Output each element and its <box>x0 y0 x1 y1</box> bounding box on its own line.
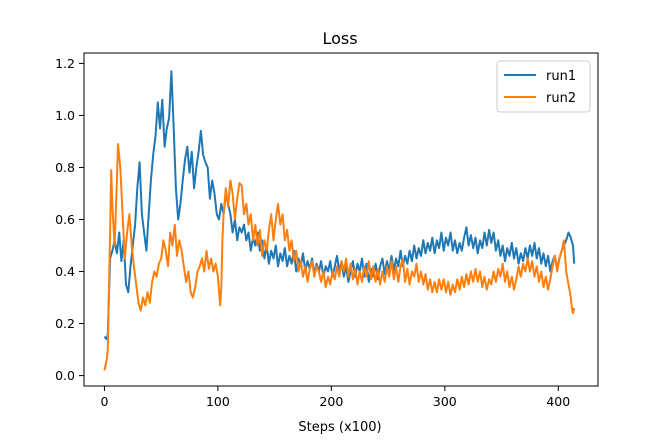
x-tick-label: 400 <box>546 394 570 409</box>
x-tick-label: 200 <box>319 394 343 409</box>
y-tick-label: 0.6 <box>55 212 75 227</box>
y-tick-label: 0.0 <box>55 368 75 383</box>
legend-frame <box>496 60 591 113</box>
y-tick-label: 0.4 <box>55 264 75 279</box>
series-line-run2 <box>103 143 576 371</box>
series-layer <box>103 70 576 371</box>
legend: run1 run2 <box>496 60 591 113</box>
x-axis: 0 100 200 300 400 <box>100 386 570 409</box>
y-tick-label: 0.8 <box>55 160 75 175</box>
y-axis: 0.0 0.2 0.4 0.6 0.8 1.0 1.2 <box>55 56 84 383</box>
legend-label-run2: run2 <box>546 91 576 106</box>
x-tick-label: 300 <box>433 394 457 409</box>
y-tick-label: 1.0 <box>55 108 75 123</box>
legend-label-run1: run1 <box>546 69 576 84</box>
y-tick-label: 0.2 <box>55 316 75 331</box>
chart-title: Loss <box>322 29 357 48</box>
y-tick-label: 1.2 <box>55 56 75 71</box>
x-tick-label: 100 <box>206 394 230 409</box>
x-tick-label: 0 <box>100 394 108 409</box>
x-axis-label: Steps (x100) <box>298 420 381 435</box>
